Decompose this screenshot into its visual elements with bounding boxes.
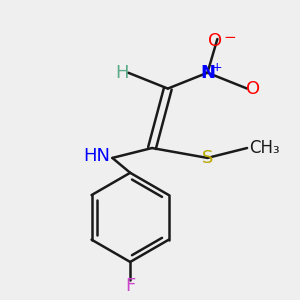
Text: CH₃: CH₃ — [249, 139, 280, 157]
Text: F: F — [125, 277, 135, 295]
Text: H: H — [116, 64, 129, 82]
Text: N: N — [200, 64, 215, 82]
Text: +: + — [212, 61, 223, 74]
Text: O: O — [208, 32, 223, 50]
Text: HN: HN — [83, 147, 110, 165]
Text: S: S — [202, 149, 213, 167]
Text: O: O — [246, 80, 260, 98]
Text: −: − — [224, 30, 237, 45]
